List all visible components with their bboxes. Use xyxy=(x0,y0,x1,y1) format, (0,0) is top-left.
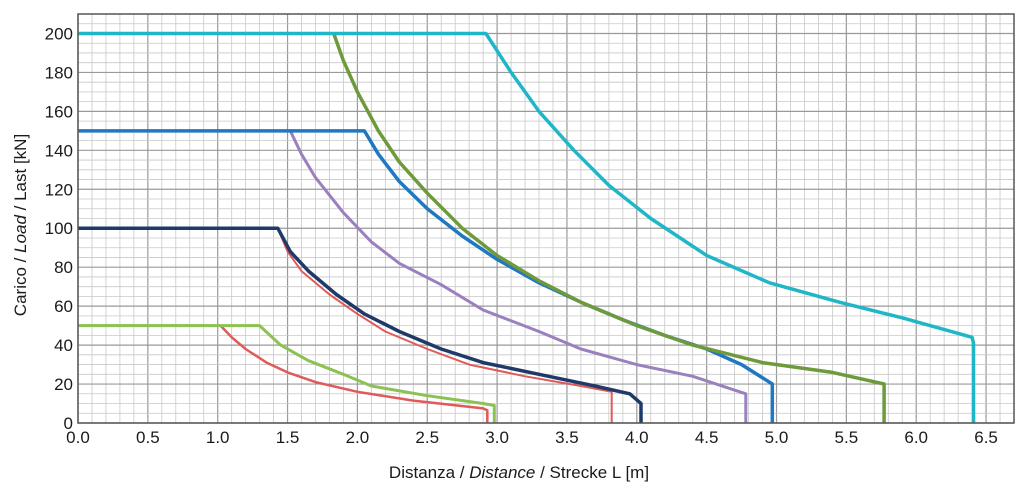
series-line-3 xyxy=(276,227,613,423)
y-tick-label: 120 xyxy=(45,180,73,199)
x-tick-label: 1.5 xyxy=(276,428,300,447)
y-axis-title-part3: / Last [kN] xyxy=(11,134,30,215)
x-axis-title-part2: Distance xyxy=(469,463,535,482)
y-tick-label: 140 xyxy=(45,141,73,160)
x-tick-label: 3.5 xyxy=(555,428,579,447)
series-line-8 xyxy=(78,31,976,423)
y-tick-label: 40 xyxy=(54,336,73,355)
y-axis-title-part1: Carico / xyxy=(11,253,30,316)
series-line-6 xyxy=(78,129,775,423)
series-line-5 xyxy=(288,130,748,423)
series-line-4 xyxy=(78,226,643,423)
x-axis-title: Distanza / Distance / Strecke L [m] xyxy=(389,463,649,482)
x-axis-tick-labels: 0.0 0.5 1.0 1.5 2.0 2.5 3.0 3.5 4.0 4.5 5.0 5.5 6.0 6… xyxy=(66,428,998,447)
x-tick-label: 2.0 xyxy=(346,428,370,447)
plot-grid xyxy=(77,13,1015,424)
x-tick-label: 3.0 xyxy=(485,428,509,447)
x-axis-title-part1: Distanza / xyxy=(389,463,469,482)
y-tick-label: 100 xyxy=(45,219,73,238)
x-tick-label: 4.0 xyxy=(625,428,649,447)
x-tick-label: 1.0 xyxy=(206,428,230,447)
y-tick-label: 60 xyxy=(54,297,73,316)
x-tick-label: 0.5 xyxy=(136,428,160,447)
x-axis-title-part3: / Strecke L [m] xyxy=(535,463,649,482)
series-line-1 xyxy=(78,324,489,423)
y-tick-label: 160 xyxy=(45,102,73,121)
x-tick-label: 5.5 xyxy=(835,428,859,447)
y-tick-label: 80 xyxy=(54,258,73,277)
x-tick-label: 6.5 xyxy=(974,428,998,447)
y-tick-label: 200 xyxy=(45,24,73,43)
y-axis-title: Carico / Load / Last [kN] xyxy=(11,134,30,316)
y-tick-label: 0 xyxy=(64,414,73,433)
x-tick-label: 2.5 xyxy=(415,428,439,447)
series-line-2 xyxy=(78,324,496,423)
series-lines xyxy=(78,31,976,423)
y-axis-tick-labels: 0 20 40 60 80 100 120 140 160 180 200 xyxy=(45,24,73,433)
y-tick-label: 180 xyxy=(45,63,73,82)
x-tick-label: 6.0 xyxy=(904,428,928,447)
plot-frame xyxy=(77,13,1015,424)
x-tick-label: 5.0 xyxy=(765,428,789,447)
x-tick-label: 4.5 xyxy=(695,428,719,447)
series-line-7 xyxy=(332,32,886,423)
x-tick-label: 0.0 xyxy=(66,428,90,447)
y-axis-title-part2: Load xyxy=(11,215,30,253)
y-tick-label: 20 xyxy=(54,375,73,394)
